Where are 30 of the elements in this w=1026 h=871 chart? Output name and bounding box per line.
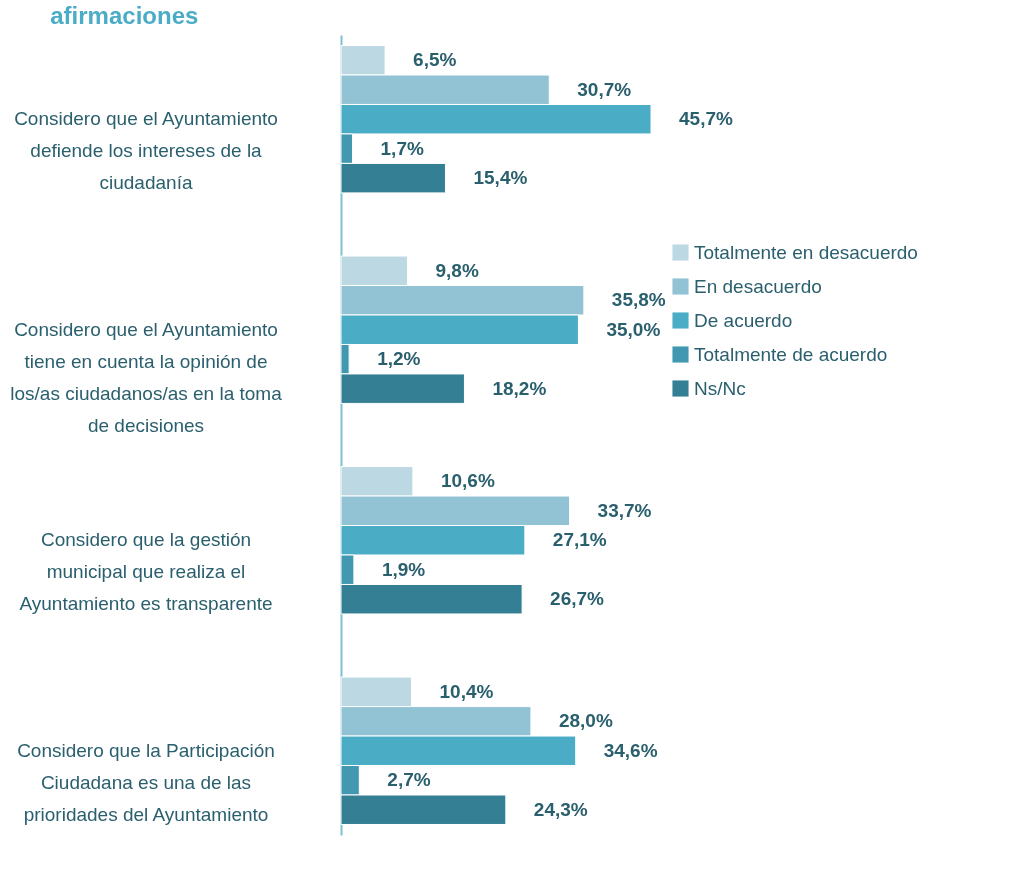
data-label: 34,6% (603, 739, 658, 761)
data-label: 10,6% (440, 470, 495, 492)
legend-label: En desacuerdo (694, 275, 822, 297)
data-label: 27,1% (552, 529, 607, 551)
data-label: 2,7% (387, 769, 431, 791)
data-label: 1,2% (377, 348, 421, 370)
data-label: 1,7% (380, 137, 424, 159)
y-tick-label: Considero que la gestión municipal que realiza el Ayuntamiento es transparente (19, 529, 273, 615)
data-label: 30,7% (577, 78, 632, 100)
legend-label: Totalmente en desacuerdo (694, 241, 918, 263)
data-label: 35,0% (606, 318, 661, 340)
data-label: 35,8% (611, 289, 666, 311)
data-label: 26,7% (550, 588, 605, 610)
data-label: 10,4% (439, 680, 494, 702)
data-label: 1,9% (381, 558, 426, 580)
y-tick-label: Considero que el Ayuntamiento tiene en cuenta la opinión de los/as ciudadanos/as en la toma de decisiones (10, 318, 283, 436)
legend-label: Totalmente de acuerdo (694, 343, 888, 365)
text: afirmaciones (50, 2, 199, 29)
y-tick-label: Considero que la Participación Ciudadana es una de las prioridades del Ayuntamiento (17, 739, 275, 825)
data-label: 6,5% (413, 49, 457, 71)
y-tick-label: Considero que el Ayuntamiento defiende los intereses de la ciudadanía (14, 108, 278, 194)
data-label: 15,4% (473, 167, 528, 189)
data-label: 24,3% (533, 798, 588, 820)
data-label: 18,2% (492, 377, 547, 399)
legend-label: De acuerdo (694, 309, 793, 331)
legend-label: Ns/Nc (694, 377, 746, 399)
data-label: 9,8% (435, 259, 479, 281)
data-label: 45,7% (679, 108, 733, 130)
data-label: 28,0% (558, 710, 613, 732)
data-label: 33,7% (597, 499, 652, 521)
